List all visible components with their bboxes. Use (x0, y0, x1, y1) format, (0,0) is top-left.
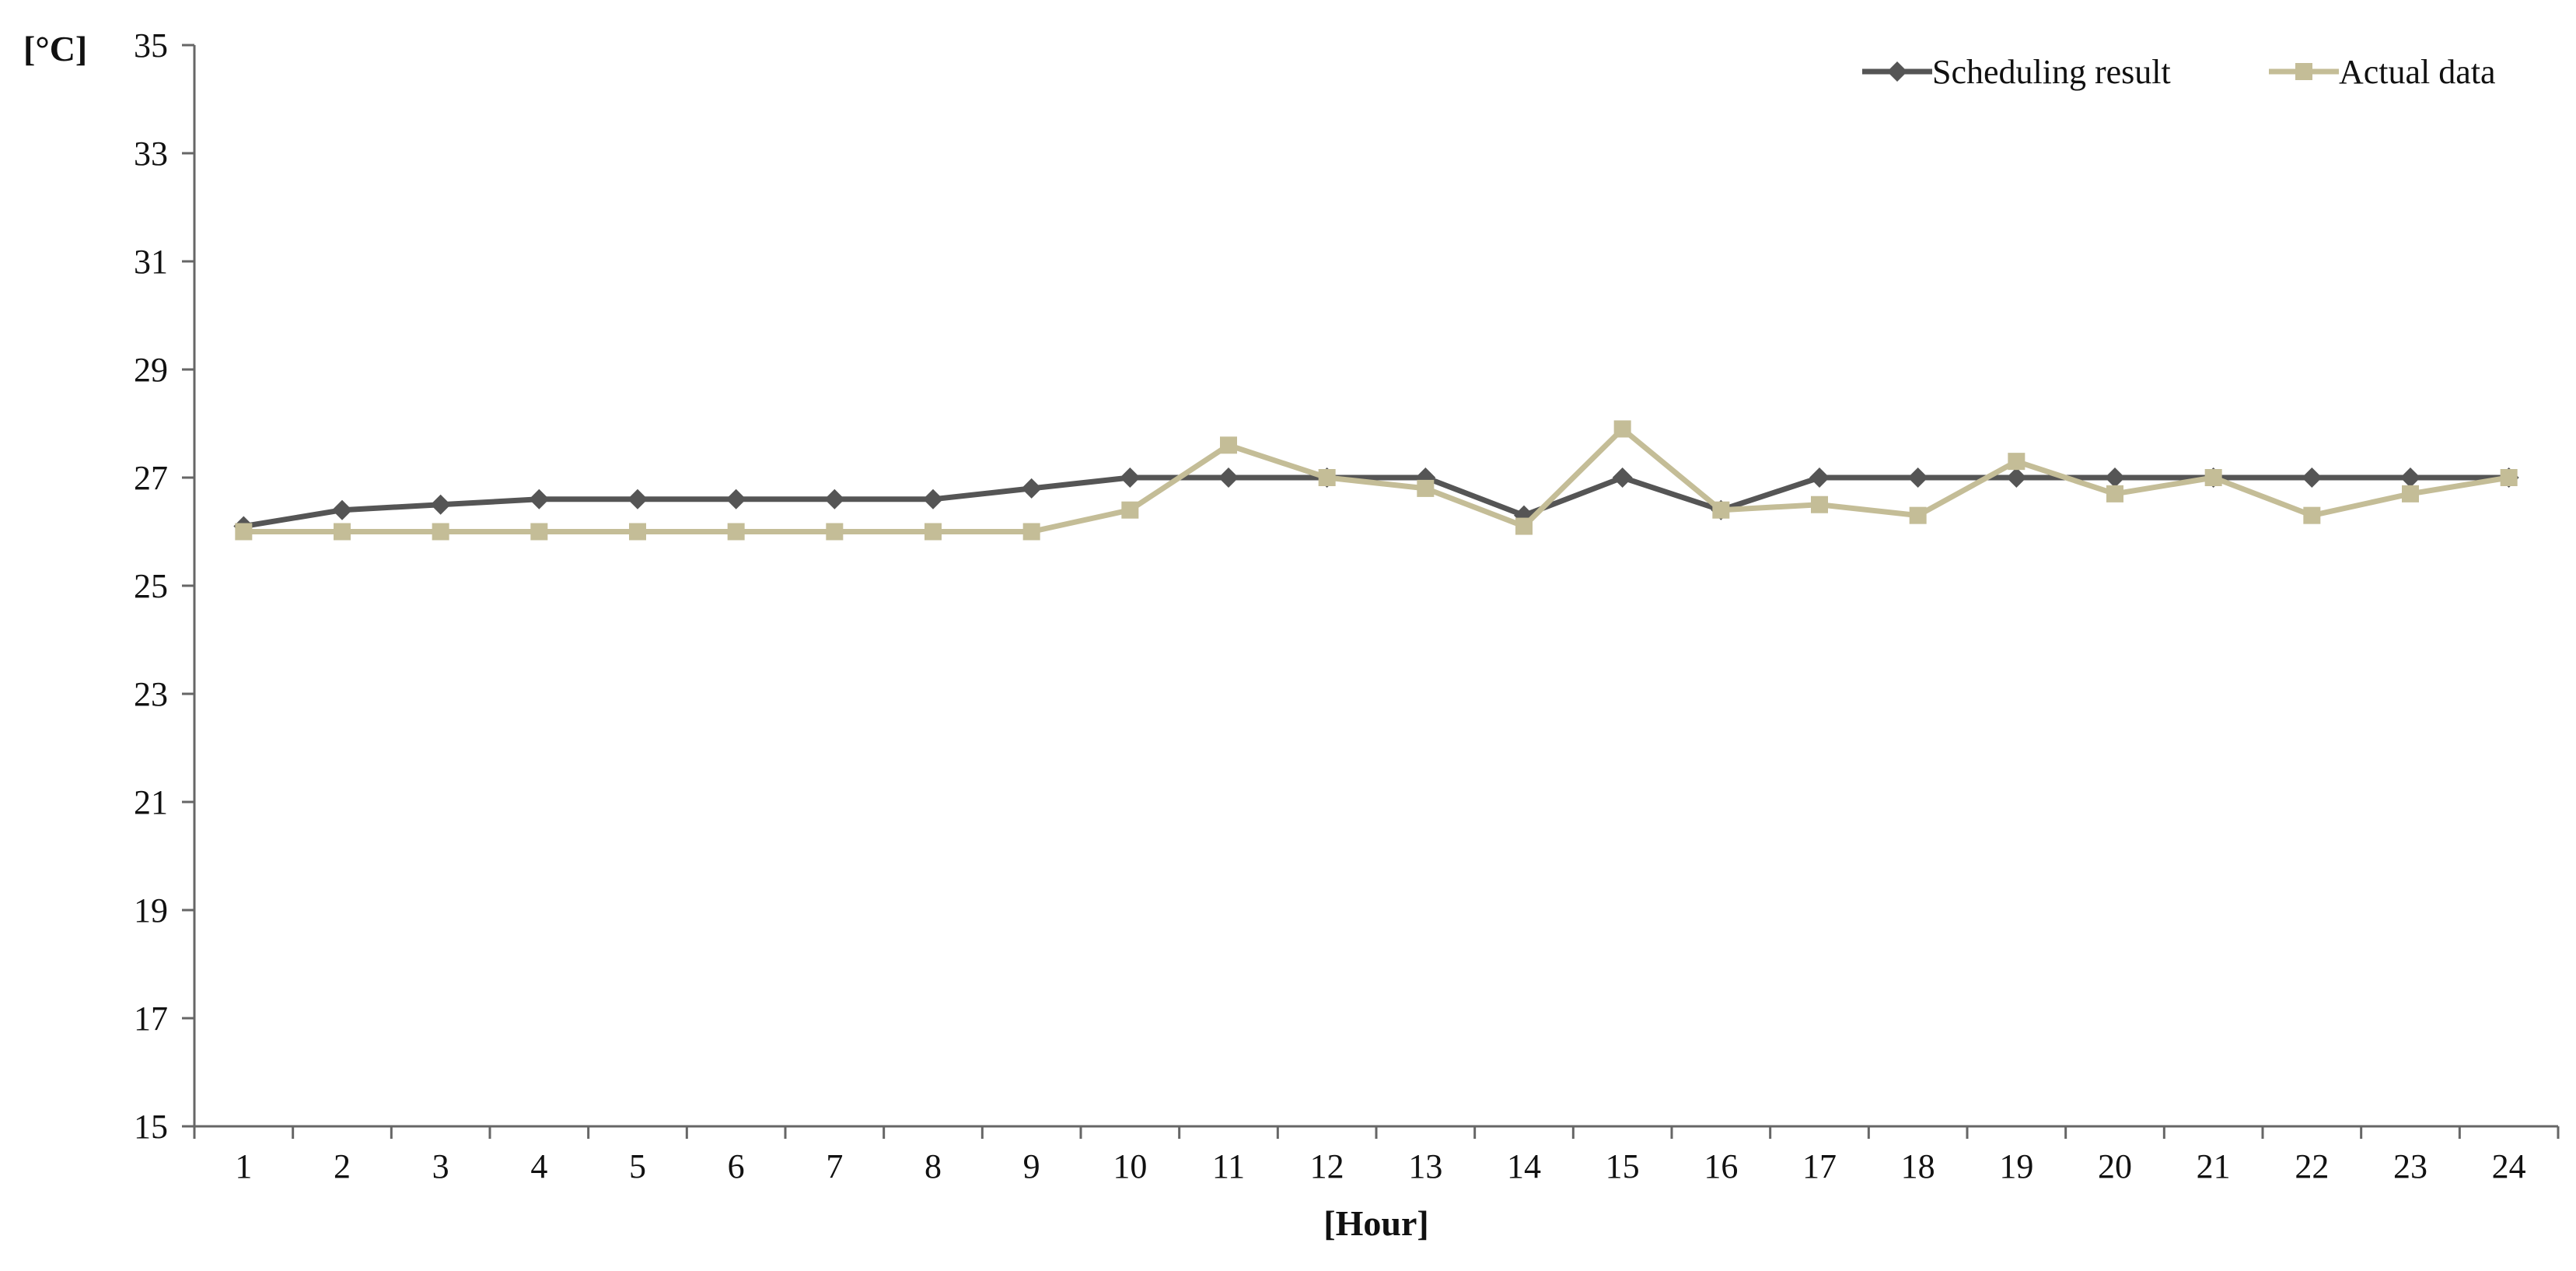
x-tick-label: 15 (1606, 1147, 1640, 1185)
data-point (2500, 469, 2518, 486)
y-tick-label: 31 (134, 243, 168, 281)
data-point (332, 499, 352, 520)
y-tick-label: 25 (134, 567, 168, 605)
y-tick-label: 21 (134, 783, 168, 821)
y-tick-label: 17 (134, 1000, 168, 1038)
data-point (334, 523, 351, 541)
y-tick-label: 19 (134, 891, 168, 930)
data-point (1318, 469, 1336, 486)
y-tick-label: 23 (134, 675, 168, 713)
data-point (1612, 467, 1633, 488)
data-point (1515, 517, 1533, 535)
data-point (1021, 478, 1042, 499)
legend-label: Actual data (2339, 53, 2496, 91)
y-tick-label: 29 (134, 351, 168, 389)
x-tick-label: 7 (826, 1147, 843, 1185)
data-point (430, 494, 451, 515)
x-tick-label: 12 (1310, 1147, 1344, 1185)
data-point (2105, 467, 2125, 488)
x-tick-label: 3 (432, 1147, 449, 1185)
data-point (2400, 467, 2420, 488)
x-tick-label: 17 (1802, 1147, 1837, 1185)
x-tick-label: 6 (728, 1147, 745, 1185)
legend-label: Scheduling result (1932, 53, 2171, 91)
data-point (1121, 501, 1139, 519)
series-actual-data (235, 420, 2518, 541)
data-point (725, 488, 746, 509)
x-tick-label: 21 (2197, 1147, 2231, 1185)
x-tick-label: 9 (1023, 1147, 1040, 1185)
y-axis-label: [°C] (23, 29, 87, 68)
x-axis-label: [Hour] (1323, 1203, 1428, 1243)
data-point (1417, 479, 1435, 497)
data-point (2303, 506, 2321, 524)
data-point (432, 523, 449, 541)
data-point (824, 488, 845, 509)
data-point (2402, 485, 2419, 502)
y-tick-label: 35 (134, 26, 168, 65)
legend-swatch-marker (2295, 63, 2312, 80)
data-point (627, 488, 648, 509)
series-scheduling-result (233, 467, 2519, 537)
legend-item: Scheduling result (1862, 53, 2171, 91)
data-point (530, 523, 548, 541)
data-point (1809, 467, 1830, 488)
x-tick-label: 16 (1704, 1147, 1738, 1185)
data-point (1120, 467, 1141, 488)
x-tick-label: 11 (1212, 1147, 1245, 1185)
data-point (924, 523, 942, 541)
data-point (2106, 485, 2123, 502)
axes (193, 45, 2558, 1128)
data-point (529, 488, 550, 509)
data-point (1909, 506, 1927, 524)
data-point (629, 523, 646, 541)
data-point (727, 523, 745, 541)
x-tick-label: 2 (334, 1147, 351, 1185)
data-point (2006, 467, 2027, 488)
legend-item: Actual data (2269, 53, 2496, 91)
y-tick-label: 15 (134, 1108, 168, 1146)
data-point (1613, 420, 1631, 438)
x-tick-label: 23 (2393, 1147, 2427, 1185)
x-tick-label: 4 (530, 1147, 547, 1185)
series-line (243, 425, 2510, 534)
data-point (2008, 453, 2025, 471)
data-point (923, 488, 943, 509)
data-point (1218, 467, 1239, 488)
x-tick-label: 1 (235, 1147, 252, 1185)
data-point (2204, 469, 2222, 486)
data-point (2302, 467, 2323, 488)
x-tick-label: 14 (1507, 1147, 1541, 1185)
data-point (1022, 523, 1040, 541)
x-tick-label: 5 (629, 1147, 646, 1185)
x-tick-label: 22 (2295, 1147, 2329, 1185)
y-tick-label: 33 (134, 135, 168, 173)
data-point (1907, 467, 1928, 488)
x-tick-label: 8 (924, 1147, 942, 1185)
data-point (235, 523, 253, 541)
x-tick-label: 24 (2492, 1147, 2526, 1185)
x-tick-label: 20 (2098, 1147, 2132, 1185)
series-line (243, 474, 2509, 530)
x-tick-label: 18 (1901, 1147, 1935, 1185)
legend: Scheduling result Actual data (1862, 53, 2496, 91)
data-point (826, 523, 844, 541)
x-tick-label: 10 (1113, 1147, 1147, 1185)
x-tick-label: 19 (1999, 1147, 2033, 1185)
data-point (1811, 495, 1828, 513)
series-group (233, 420, 2519, 541)
legend-swatch-marker (1887, 61, 1907, 82)
y-tick-label: 27 (134, 459, 168, 497)
data-point (1712, 501, 1730, 519)
data-point (1220, 436, 1237, 454)
x-tick-label: 13 (1408, 1147, 1442, 1185)
